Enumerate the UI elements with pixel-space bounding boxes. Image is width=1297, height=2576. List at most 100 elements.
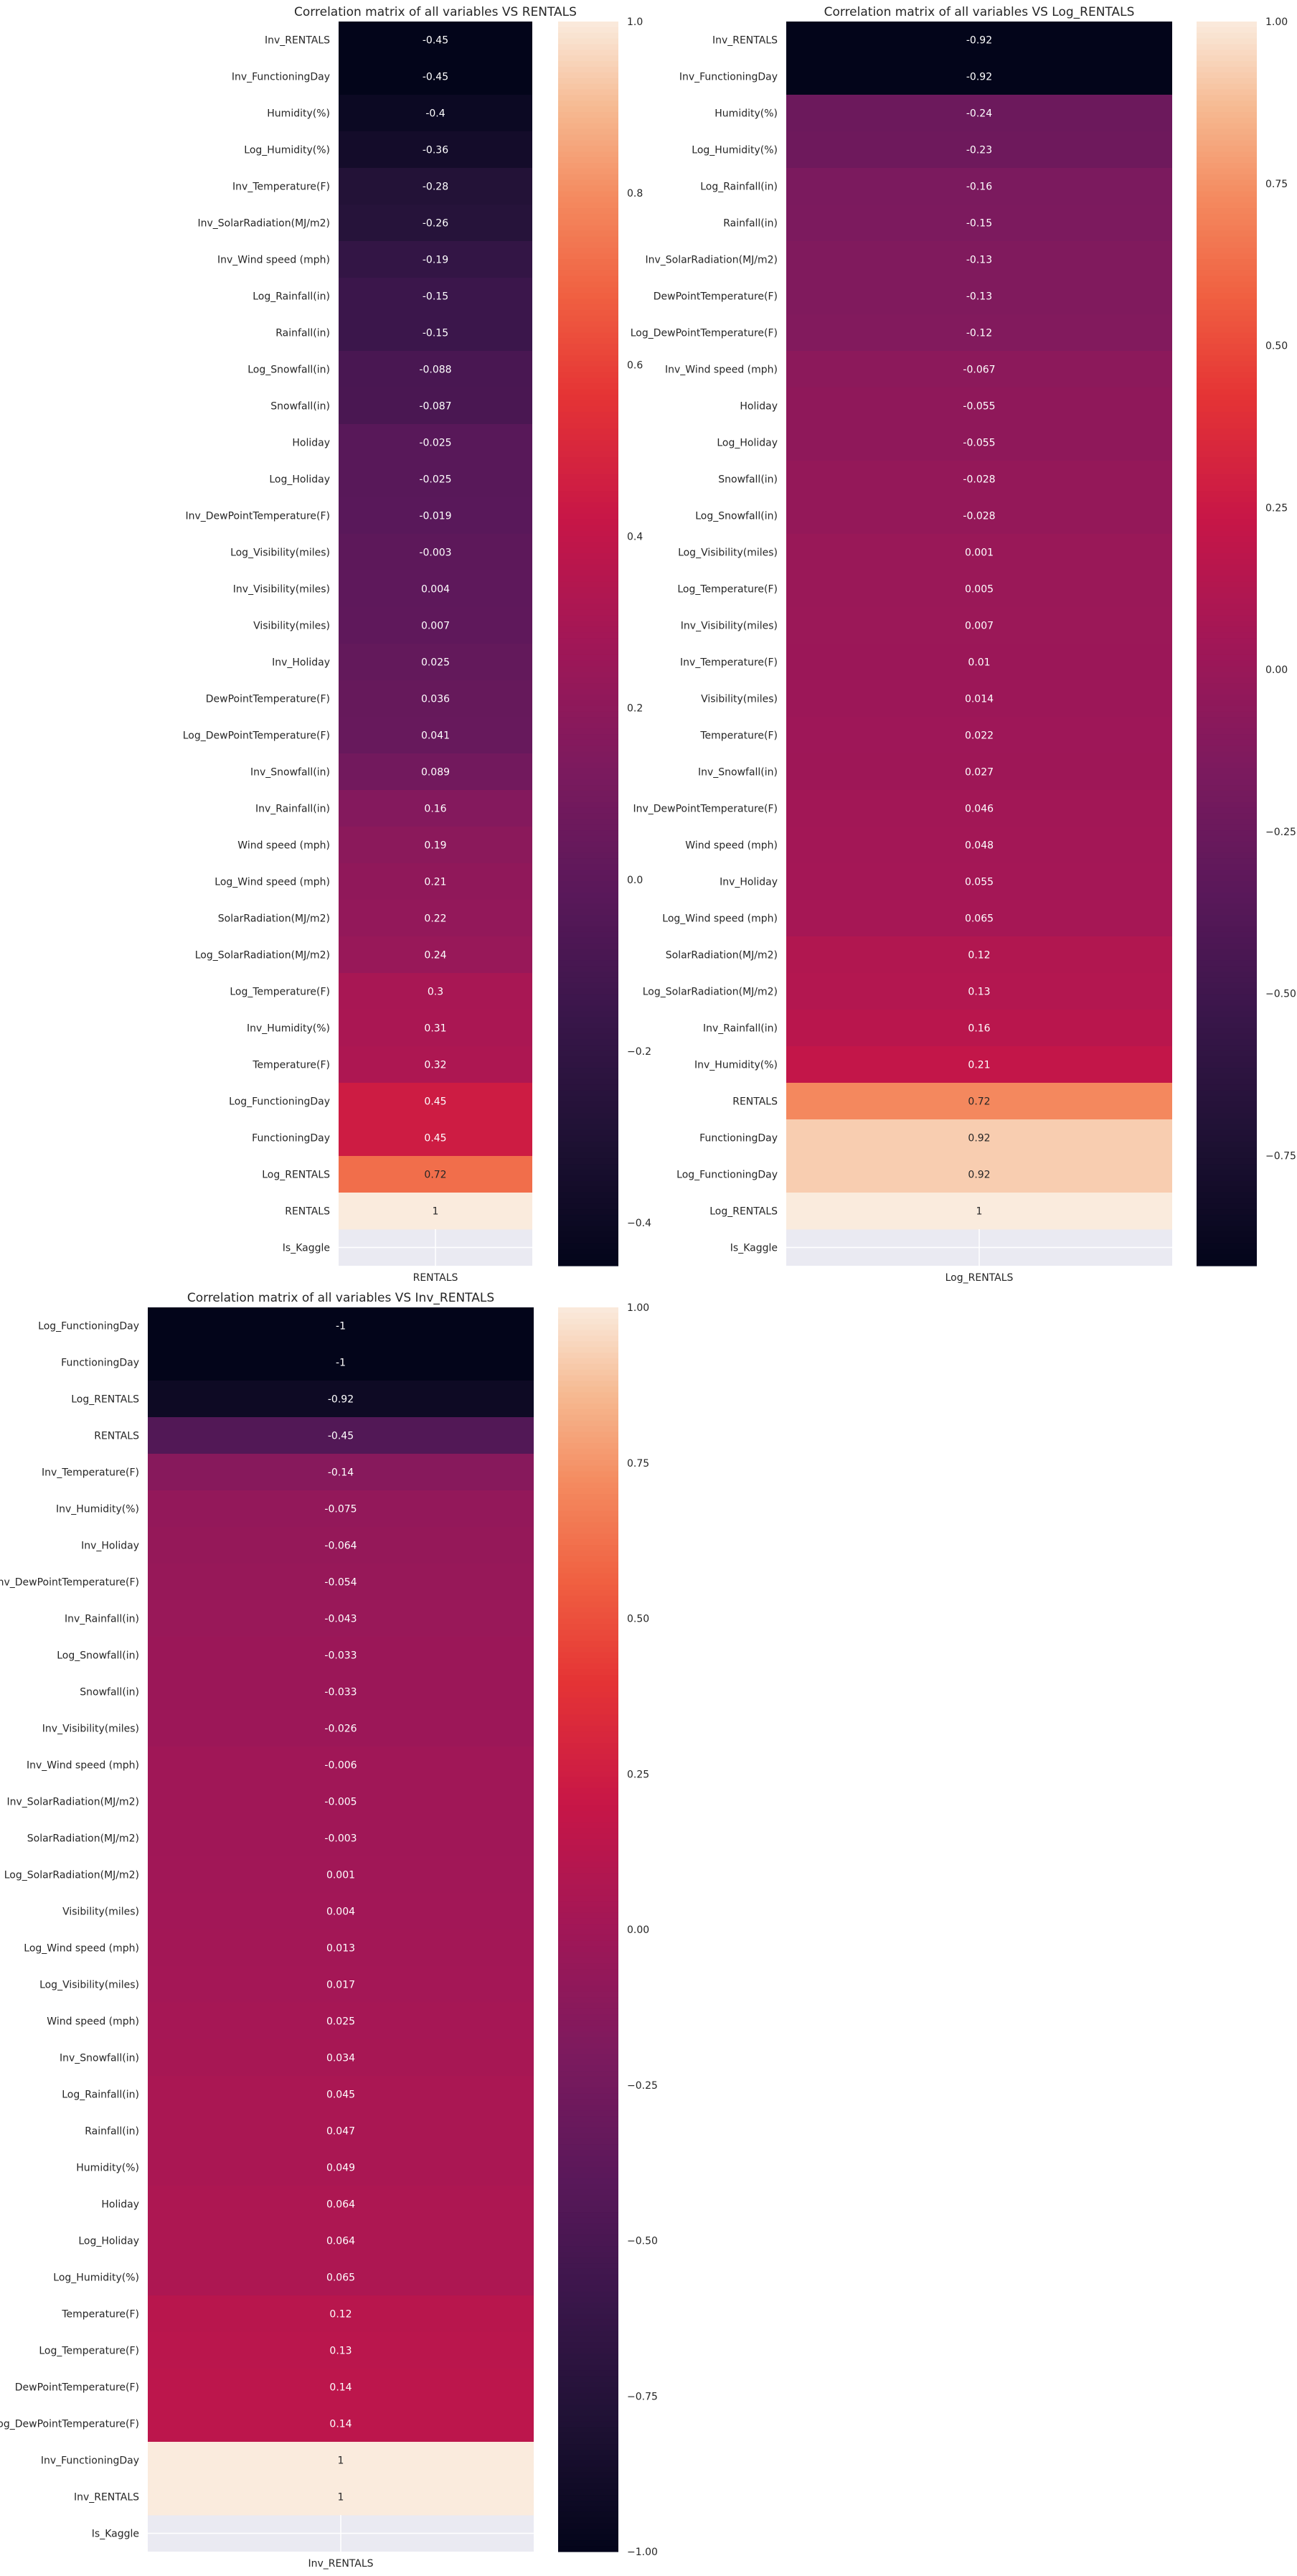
log-rentals-colorbar-segment — [1197, 405, 1257, 413]
rentals-row-label: Log_Humidity(%) — [244, 145, 330, 156]
log-rentals-colorbar-segment — [1197, 581, 1257, 588]
log-rentals-colorbar-segment — [1197, 1164, 1257, 1170]
rentals-colorbar-segment — [558, 892, 618, 899]
log-rentals-row-label: Rainfall(in) — [723, 218, 778, 230]
inv-rentals-cell — [148, 1454, 534, 1491]
inv-rentals-colorbar-segment — [558, 2161, 618, 2168]
inv-rentals-colorbar-tick-label: 0.75 — [627, 1458, 649, 1470]
rentals-colorbar-segment — [558, 1028, 618, 1035]
inv-rentals-colorbar-segment — [558, 1528, 618, 1534]
inv-rentals-colorbar-segment — [558, 2071, 618, 2077]
rentals-colorbar-segment — [558, 72, 618, 79]
log-rentals-colorbar-segment — [1197, 338, 1257, 344]
log-rentals-colorbar-segment — [1197, 1084, 1257, 1091]
log-rentals-cell — [786, 241, 1172, 278]
rentals-cell-value: 0.16 — [424, 804, 446, 815]
inv-rentals-colorbar-segment — [558, 2511, 618, 2519]
log-rentals-colorbar-segment — [1197, 1113, 1257, 1119]
inv-rentals-row-label: Inv_Snowfall(in) — [60, 2053, 139, 2064]
rentals-colorbar-segment — [558, 344, 618, 350]
rentals-colorbar-segment — [558, 395, 618, 401]
inv-rentals-row-label: Log_Wind speed (mph) — [24, 1943, 139, 1955]
log-rentals-colorbar-segment — [1197, 242, 1257, 248]
rentals-colorbar-segment — [558, 208, 618, 215]
inv-rentals-colorbar-segment — [558, 2178, 618, 2185]
inv-rentals-colorbar-segment — [558, 1952, 618, 1959]
log-rentals-colorbar-segment — [1197, 649, 1257, 656]
rentals-colorbar-segment — [558, 128, 618, 136]
log-rentals-colorbar-segment — [1197, 886, 1257, 893]
inv-rentals-cell-value: 0.13 — [329, 2346, 352, 2357]
rentals-cell — [339, 58, 532, 95]
log-rentals-colorbar-segment — [1197, 179, 1257, 187]
rentals-colorbar-segment — [558, 456, 618, 464]
inv-rentals-cell — [148, 2332, 534, 2369]
rentals-colorbar-segment — [558, 886, 618, 893]
log-rentals-colorbar-segment — [1197, 723, 1257, 729]
inv-rentals-cell-value: -0.45 — [328, 1431, 354, 1442]
inv-rentals-colorbar-segment — [558, 2127, 618, 2134]
inv-rentals-colorbar-tick-label: −0.50 — [627, 2236, 658, 2247]
rentals-colorbar-segment — [558, 717, 618, 723]
log-rentals-colorbar-segment — [1197, 304, 1257, 311]
inv-rentals-cell — [148, 2478, 534, 2516]
inv-rentals-colorbar-segment — [558, 1822, 618, 1828]
inv-rentals-colorbar-segment — [558, 1414, 618, 1421]
inv-rentals-colorbar-segment — [558, 1324, 618, 1331]
inv-rentals-colorbar-segment — [558, 1997, 618, 2004]
inv-rentals-cell — [148, 1929, 534, 1967]
inv-rentals-colorbar-segment — [558, 1488, 618, 1495]
rentals-colorbar-segment — [558, 864, 618, 870]
log-rentals-colorbar-segment — [1197, 61, 1257, 67]
log-rentals-cell — [786, 607, 1172, 644]
inv-rentals-colorbar-segment — [558, 1459, 618, 1467]
inv-rentals-colorbar-segment — [558, 2291, 618, 2298]
log-rentals-colorbar-segment — [1197, 717, 1257, 723]
log-rentals-colorbar-segment — [1197, 1062, 1257, 1068]
rentals-colorbar-segment — [558, 377, 618, 385]
log-rentals-colorbar-segment — [1197, 1141, 1257, 1148]
rentals-colorbar-segment — [558, 931, 618, 939]
inv-rentals-colorbar-segment — [558, 2110, 618, 2117]
rentals-colorbar-segment — [558, 587, 618, 593]
inv-rentals-colorbar-segment — [558, 1748, 618, 1755]
inv-rentals-cell — [148, 1747, 534, 1784]
log-rentals-cell — [786, 424, 1172, 461]
rentals-colorbar-segment — [558, 174, 618, 181]
inv-rentals-colorbar-segment — [558, 2116, 618, 2123]
log-rentals-cell-value: -0.12 — [966, 328, 992, 339]
inv-rentals-row-label: Wind speed (mph) — [47, 2016, 139, 2028]
log-rentals-colorbar-segment — [1197, 728, 1257, 735]
rentals-colorbar-segment — [558, 117, 618, 124]
rentals-colorbar-segment — [558, 756, 618, 763]
log-rentals-colorbar-segment — [1197, 790, 1257, 797]
inv-rentals-colorbar-segment — [558, 1499, 618, 1506]
inv-rentals-colorbar-segment — [558, 1477, 618, 1483]
inv-rentals-colorbar-segment — [558, 2031, 618, 2038]
log-rentals-colorbar-segment — [1197, 50, 1257, 56]
inv-rentals-colorbar-segment — [558, 2048, 618, 2054]
log-rentals-cell — [786, 1156, 1172, 1193]
inv-rentals-colorbar-segment — [558, 1975, 618, 1981]
rentals-colorbar-segment — [558, 1141, 618, 1148]
inv-rentals-colorbar-segment — [558, 1703, 618, 1710]
inv-rentals-colorbar-segment — [558, 2234, 618, 2242]
inv-rentals-cell — [148, 2295, 534, 2333]
inv-rentals-cell — [148, 1673, 534, 1711]
inv-rentals-colorbar-segment — [558, 1522, 618, 1528]
inv-rentals-row-label: Visibility(miles) — [62, 1907, 139, 1918]
inv-rentals-colorbar-segment — [558, 1584, 618, 1591]
inv-rentals-colorbar-segment — [558, 2399, 618, 2405]
log-rentals-colorbar-tick-label: −0.50 — [1265, 989, 1296, 1000]
rentals-cell — [339, 827, 532, 864]
log-rentals-colorbar-segment — [1197, 898, 1257, 905]
inv-rentals-cell — [148, 1966, 534, 2003]
inv-rentals-colorbar-segment — [558, 1330, 618, 1337]
rentals-cell — [339, 973, 532, 1010]
inv-rentals-colorbar-segment — [558, 2274, 618, 2281]
rentals-colorbar-segment — [558, 852, 618, 860]
inv-rentals-colorbar-segment — [558, 2313, 618, 2321]
inv-rentals-colorbar-segment — [558, 2342, 618, 2349]
rentals-row-label: Inv_Humidity(%) — [247, 1023, 330, 1035]
inv-rentals-colorbar-segment — [558, 2229, 618, 2236]
